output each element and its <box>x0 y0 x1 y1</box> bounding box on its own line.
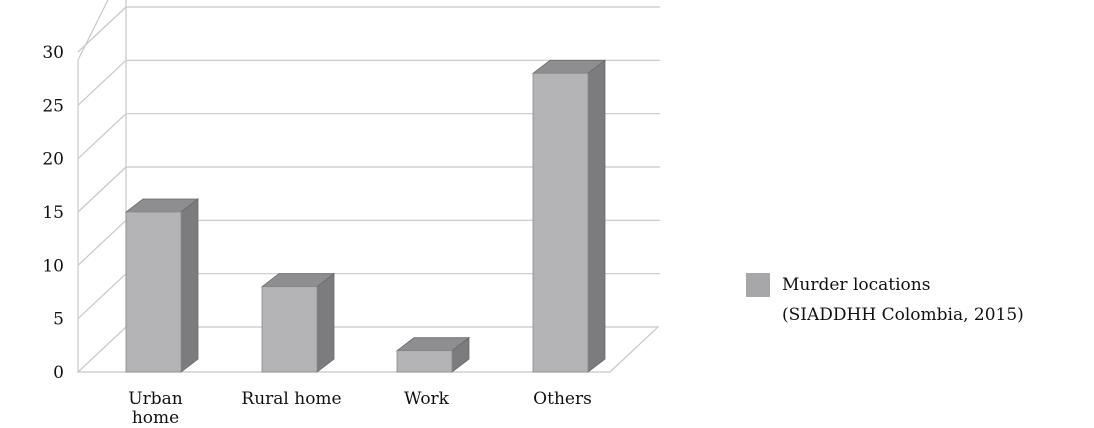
bar-front <box>125 211 182 373</box>
x-tick-label: Rural home <box>241 389 341 409</box>
legend-swatch <box>746 273 770 297</box>
y-tick-label: 5 <box>53 310 64 330</box>
x-tick-label: home <box>132 408 179 428</box>
y-tick-label: 15 <box>42 203 64 223</box>
bar-side <box>180 198 199 373</box>
y-tick-label: 0 <box>53 363 64 383</box>
y-tick-label: 20 <box>42 150 64 170</box>
y-tick-label: 30 <box>42 43 64 63</box>
bar-side <box>587 59 606 373</box>
bar <box>395 336 471 373</box>
y-axis-ticks: 0 5 10 15 20 25 30 <box>42 43 64 383</box>
bar <box>124 198 200 373</box>
y-tick-label: 25 <box>42 96 64 116</box>
x-tick-label: Work <box>404 389 450 409</box>
bar-side <box>316 272 335 373</box>
legend-label-line1: Murder locations <box>782 275 931 295</box>
y-tick-label: 10 <box>42 256 64 276</box>
gridline-diagonal <box>77 273 127 320</box>
gridline-diagonal <box>77 166 127 213</box>
gridline-diagonal <box>77 219 127 266</box>
gridline-diagonal <box>77 59 127 106</box>
x-tick-label: Urban <box>128 389 182 409</box>
legend-label-line2: (SIADDHH Colombia, 2015) <box>782 305 1024 325</box>
bar <box>531 59 607 373</box>
bars <box>124 59 607 373</box>
bar-front <box>532 72 589 373</box>
gridline-diagonal <box>77 113 127 160</box>
x-tick-label: Others <box>533 389 592 409</box>
gridline-diagonal <box>77 0 109 61</box>
bar <box>260 272 336 373</box>
bar-front <box>261 286 318 373</box>
bar-front <box>396 350 453 373</box>
